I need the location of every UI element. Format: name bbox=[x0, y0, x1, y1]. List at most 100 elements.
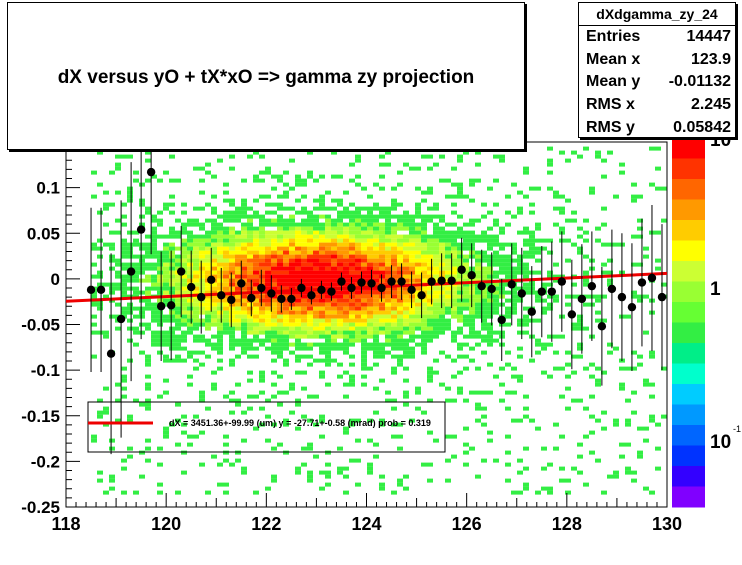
heatmap-cell bbox=[181, 274, 187, 279]
heatmap-cell bbox=[253, 338, 259, 343]
heatmap-cell bbox=[337, 314, 343, 319]
heatmap-cell bbox=[439, 326, 445, 331]
heatmap-cell bbox=[319, 330, 325, 335]
heatmap-cell bbox=[235, 306, 241, 311]
heatmap-cell bbox=[175, 338, 181, 343]
heatmap-cell bbox=[637, 234, 643, 239]
heatmap-cell bbox=[331, 338, 337, 343]
heatmap-cell bbox=[355, 158, 361, 163]
heatmap-cell bbox=[391, 354, 397, 359]
heatmap-cell bbox=[337, 326, 343, 331]
heatmap-cell bbox=[349, 290, 355, 295]
heatmap-cell bbox=[133, 178, 139, 183]
heatmap-cell bbox=[325, 362, 331, 367]
heatmap-cell bbox=[367, 270, 373, 275]
heatmap-cell bbox=[565, 198, 571, 203]
heatmap-cell bbox=[391, 186, 397, 191]
heatmap-cell bbox=[373, 274, 379, 279]
heatmap-cell bbox=[391, 206, 397, 211]
heatmap-cell bbox=[289, 386, 295, 391]
heatmap-cell bbox=[259, 342, 265, 347]
heatmap-cell bbox=[301, 446, 307, 451]
heatmap-cell bbox=[253, 266, 259, 271]
heatmap-cell bbox=[223, 306, 229, 311]
heatmap-cell bbox=[367, 298, 373, 303]
heatmap-cell bbox=[433, 318, 439, 323]
heatmap-cell bbox=[139, 262, 145, 267]
heatmap-cell bbox=[457, 298, 463, 303]
heatmap-cell bbox=[433, 290, 439, 295]
heatmap-cell bbox=[439, 310, 445, 315]
heatmap-cell bbox=[403, 354, 409, 359]
heatmap-cell bbox=[259, 274, 265, 279]
heatmap-cell bbox=[181, 242, 187, 247]
heatmap-cell bbox=[241, 302, 247, 307]
heatmap-cell bbox=[115, 190, 121, 195]
heatmap-cell bbox=[205, 242, 211, 247]
heatmap-cell bbox=[265, 242, 271, 247]
heatmap-cell bbox=[217, 226, 223, 231]
heatmap-cell bbox=[181, 450, 187, 455]
heatmap-cell bbox=[211, 342, 217, 347]
heatmap-cell bbox=[325, 482, 331, 487]
heatmap-cell bbox=[301, 234, 307, 239]
heatmap-cell bbox=[451, 254, 457, 259]
heatmap-cell bbox=[499, 366, 505, 371]
heatmap-cell bbox=[517, 378, 523, 383]
heatmap-cell bbox=[175, 302, 181, 307]
heatmap-cell bbox=[211, 306, 217, 311]
heatmap-cell bbox=[397, 218, 403, 223]
heatmap-cell bbox=[391, 314, 397, 319]
heatmap-cell bbox=[253, 270, 259, 275]
heatmap-cell bbox=[463, 366, 469, 371]
heatmap-cell bbox=[427, 322, 433, 327]
heatmap-cell bbox=[241, 310, 247, 315]
heatmap-cell bbox=[313, 198, 319, 203]
heatmap-cell bbox=[397, 286, 403, 291]
heatmap-cell bbox=[253, 322, 259, 327]
heatmap-cell bbox=[349, 354, 355, 359]
heatmap-cell bbox=[463, 222, 469, 227]
heatmap-cell bbox=[145, 438, 151, 443]
heatmap-cell bbox=[157, 394, 163, 399]
heatmap-cell bbox=[115, 270, 121, 275]
heatmap-cell bbox=[535, 222, 541, 227]
heatmap-cell bbox=[133, 306, 139, 311]
heatmap-cell bbox=[277, 178, 283, 183]
heatmap-cell bbox=[505, 306, 511, 311]
heatmap-cell bbox=[133, 314, 139, 319]
profile-point bbox=[197, 292, 206, 302]
heatmap-cell bbox=[427, 254, 433, 259]
heatmap-cell bbox=[361, 358, 367, 363]
heatmap-cell bbox=[169, 286, 175, 291]
heatmap-cell bbox=[355, 182, 361, 187]
heatmap-cell bbox=[373, 278, 379, 283]
profile-point bbox=[347, 283, 356, 293]
heatmap-cell bbox=[385, 314, 391, 319]
heatmap-cell bbox=[337, 374, 343, 379]
heatmap-cell bbox=[529, 186, 535, 191]
heatmap-cell bbox=[235, 274, 241, 279]
heatmap-cell bbox=[253, 278, 259, 283]
heatmap-cell bbox=[139, 474, 145, 479]
heatmap-cell bbox=[535, 186, 541, 191]
heatmap-cell bbox=[259, 314, 265, 319]
heatmap-cell bbox=[397, 254, 403, 259]
heatmap-cell bbox=[259, 294, 265, 299]
heatmap-cell bbox=[397, 266, 403, 271]
heatmap-cell bbox=[289, 326, 295, 331]
heatmap-cell bbox=[391, 318, 397, 323]
heatmap-cell bbox=[409, 266, 415, 271]
heatmap-cell bbox=[139, 182, 145, 187]
heatmap-cell bbox=[355, 306, 361, 311]
heatmap-cell bbox=[541, 298, 547, 303]
heatmap-cell bbox=[277, 282, 283, 287]
heatmap-cell bbox=[565, 158, 571, 163]
heatmap-cell bbox=[139, 330, 145, 335]
heatmap-cell bbox=[205, 310, 211, 315]
heatmap-cell bbox=[529, 230, 535, 235]
heatmap-cell bbox=[457, 262, 463, 267]
heatmap-cell bbox=[331, 274, 337, 279]
heatmap-cell bbox=[427, 286, 433, 291]
heatmap-cell bbox=[595, 226, 601, 231]
